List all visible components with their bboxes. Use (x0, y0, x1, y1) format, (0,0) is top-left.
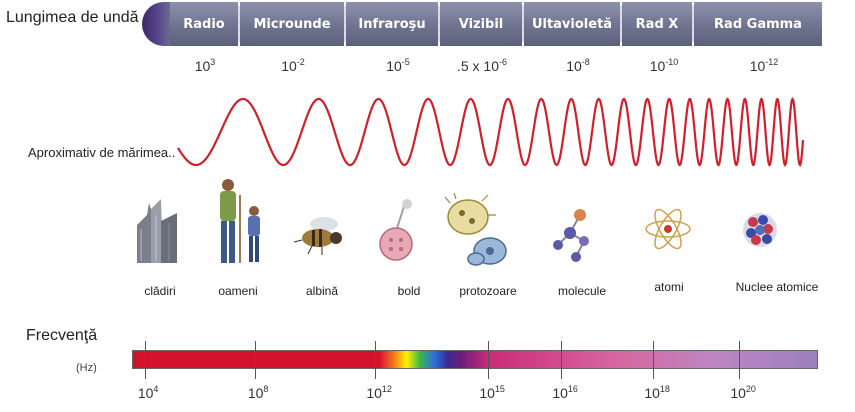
band-ultraviolet: Ultavioletă (524, 2, 620, 46)
band-separator (438, 6, 440, 42)
size-caption: Aproximativ de mărimea.. (28, 145, 176, 160)
buildings-icon (137, 199, 177, 263)
wavelength-value: 10-10 (649, 57, 679, 74)
wavelength-value: 10-8 (566, 57, 590, 74)
band-separator (238, 6, 240, 42)
wavelength-value: 10-12 (749, 57, 779, 74)
pin-icon (379, 199, 413, 261)
spectrum-band: Radio Microunde Infraroşu Vizibil Ultavi… (142, 2, 822, 46)
frequency-tick (488, 341, 489, 379)
bee-icon (293, 217, 342, 255)
object-label-people: oameni (218, 284, 258, 298)
band-separator (692, 6, 694, 42)
band-separator (522, 6, 524, 42)
frequency-tick (739, 341, 740, 379)
object-label-protozoa: protozoare (459, 284, 517, 298)
frequency-tick (375, 341, 376, 379)
wavelength-title: Lungimea de undă (m) (6, 9, 167, 26)
band-separator (344, 6, 346, 42)
band-cap (142, 2, 172, 46)
people-icon (220, 179, 260, 263)
frequency-title: Frecvenţă (26, 327, 98, 344)
wave-graphic (177, 97, 805, 167)
object-label-atoms: atomi (654, 280, 684, 294)
frequency-value: 1012 (366, 384, 392, 401)
frequency-value: 104 (137, 384, 159, 401)
frequency-tick (255, 341, 256, 379)
frequency-value: 1016 (552, 384, 578, 401)
wavelength-value: 103 (194, 57, 216, 74)
nucleus-icon (743, 213, 777, 247)
frequency-value: 1020 (730, 384, 756, 401)
object-label-nuclei: Nuclee atomice (735, 280, 819, 294)
wavelength-value: 10-5 (386, 57, 410, 74)
band-gamma: Rad Gamma (694, 2, 822, 46)
frequency-tick (653, 341, 654, 379)
object-label-buildings: clădiri (144, 284, 176, 298)
object-label-molecules: molecule (557, 284, 607, 298)
frequency-bar (132, 341, 818, 379)
frequency-unit: (Hz) (76, 362, 97, 374)
wavelength-value: .5 x 10-6 (456, 57, 508, 74)
band-infrared: Infraroşu (346, 2, 438, 46)
wave-line (177, 97, 805, 167)
band-visible: Vizibil (440, 2, 522, 46)
wavelength-value: 10-2 (281, 57, 305, 74)
band-microwave: Microunde (240, 2, 344, 46)
frequency-tick (561, 341, 562, 379)
frequency-tick (145, 341, 146, 379)
frequency-value: 1018 (644, 384, 670, 401)
object-label-pin: bold (397, 284, 421, 298)
band-separator (620, 6, 622, 42)
frequency-value: 1015 (479, 384, 505, 401)
protozoa-icon (444, 193, 507, 266)
band-xray: Rad X (622, 2, 692, 46)
band-radio: Radio (170, 2, 238, 46)
frequency-value: 108 (247, 384, 269, 401)
object-label-bee: albină (305, 284, 339, 298)
atom-icon (645, 208, 691, 250)
molecule-icon (553, 209, 589, 262)
